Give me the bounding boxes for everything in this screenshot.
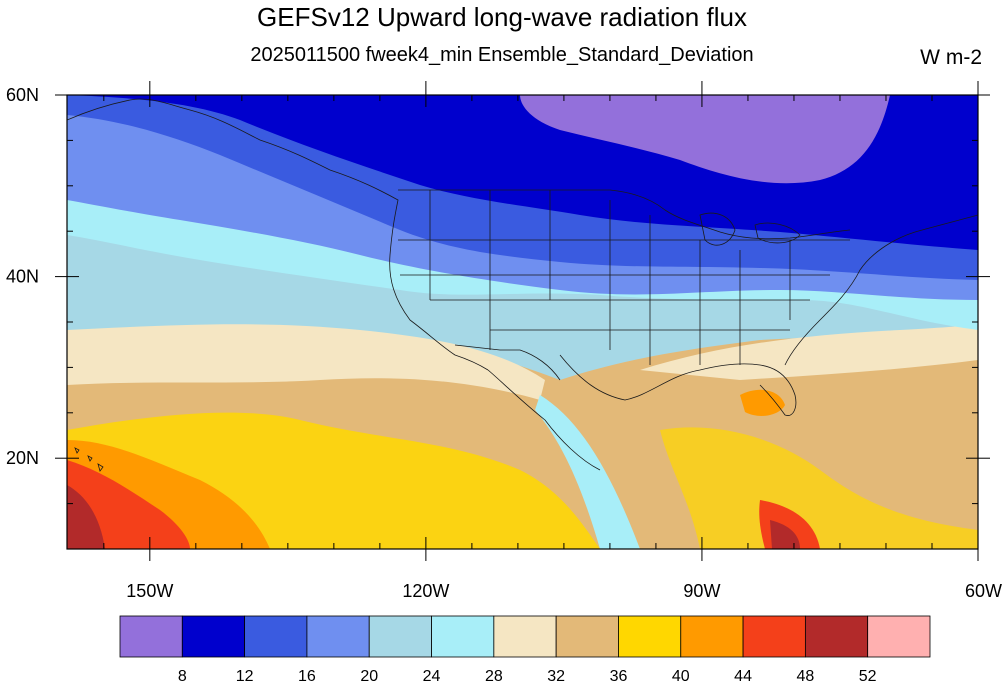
colorbar-swatch [244,615,308,658]
colorbar-label: 48 [796,668,814,683]
lake-huron-erie [754,222,801,244]
y-tick-label: 40N [6,267,39,287]
colorbar-swatch [119,615,183,658]
field-band-28-32-west [67,324,545,400]
colorbar: 8 12 16 20 24 28 32 36 40 44 48 52 [119,615,931,683]
colorbar-label: 32 [547,668,565,683]
colorbar-swatch [867,615,931,658]
colorbar-swatch [306,615,370,658]
colorbar-swatch [181,615,246,658]
colorbar-label: 12 [236,668,254,683]
field-band-24-28-mexico [535,395,640,549]
colorbar-label: 28 [485,668,503,683]
map-title: GEFSv12 Upward long-wave radiation flux [257,2,747,32]
colorbar-swatch [618,615,682,658]
units-label: W m-2 [920,46,982,69]
coastline-west [67,98,489,371]
field-band-28-32-east [640,325,978,380]
y-tick-label: 60N [6,85,39,105]
coastline-atlantic [784,214,978,366]
field-band-48-52-west [67,485,105,549]
field-band-48-52-east [770,520,800,549]
colorbar-label: 52 [859,668,877,683]
x-tick-label: 90W [683,581,720,601]
axis-tick-labels: 150W 120W 90W 60W 20N 40N 60N [6,85,1002,601]
colorbar-swatch [431,615,495,658]
map-subtitle: 2025011500 fweek4_min Ensemble_Standard_… [250,44,754,66]
field-band-below-8 [520,95,890,184]
coastline-gulf [559,354,797,416]
colorbar-label: 16 [298,668,316,683]
field-band-36-40-east [660,427,978,549]
colorbar-label: 20 [360,668,378,683]
border-us-mexico [454,344,561,381]
x-tick-label: 150W [126,581,173,601]
map-overlay [67,98,978,472]
colorbar-label: 44 [734,668,752,683]
axis-ticks [55,81,990,561]
colorbar-swatch [742,615,806,658]
state-lines-horizontal [398,239,850,331]
hawaii-islands [74,447,104,472]
colorbar-label: 40 [672,668,690,683]
x-tick-label: 60W [965,581,1002,601]
field-band-40-44-florida [740,389,785,416]
colorbar-label: 24 [423,668,441,683]
colorbar-swatch [555,615,619,658]
lake-michigan [699,212,736,246]
colorbar-swatch [368,615,432,658]
map-field [67,95,978,549]
colorbar-swatch [680,615,744,658]
colorbar-label: 36 [610,668,628,683]
border-us-canada [398,189,851,240]
colorbar-swatch [804,615,869,658]
y-tick-label: 20N [6,448,39,468]
coastline-mexico-pacific [487,369,601,471]
colorbar-swatch [493,615,557,658]
x-tick-label: 120W [402,581,449,601]
colorbar-label: 8 [178,668,187,683]
